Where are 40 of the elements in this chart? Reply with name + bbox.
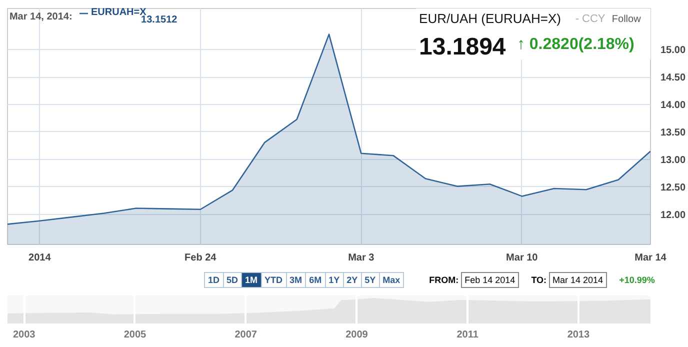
x-tick-label: 2003 (13, 330, 36, 340)
text: 5D (222, 272, 242, 288)
y-tick-label: 14.50 (660, 72, 686, 84)
x-tick-label: Mar 14 (634, 252, 667, 264)
text: 2Y (342, 272, 362, 288)
text: 1M (241, 272, 262, 288)
y-tick-label: 13.50 (660, 127, 686, 138)
x-tick-label: Feb 24 (184, 252, 217, 264)
text: Feb 14 2014 (460, 272, 520, 288)
text: 5Y (360, 272, 380, 288)
text: FROM: (429, 274, 459, 286)
annotation: 13.1512 (141, 14, 178, 26)
y-tick-label: 13.00 (660, 154, 686, 166)
text: 3M (286, 272, 306, 288)
text: Max (378, 272, 404, 288)
y-tick-label: 14.00 (660, 100, 686, 112)
x-tick-label: 2005 (124, 330, 147, 340)
text: Mar 14 2014 (548, 272, 608, 288)
x-tick-label: Mar 10 (506, 252, 538, 264)
text: YTD (260, 272, 287, 288)
x-tick-label: 2009 (346, 330, 368, 340)
x-tick-label: 2014 (28, 252, 52, 264)
y-tick-label: 12.00 (660, 210, 686, 221)
x-tick-label: Mar 3 (348, 252, 375, 264)
annotation: - CCY (575, 13, 606, 26)
annotation: ↑ 0.2820(2.18%) (516, 36, 634, 53)
text: TO: (531, 274, 547, 286)
y-tick-label: 15.00 (660, 45, 686, 56)
annotation: Mar 14, 2014: (9, 11, 72, 22)
x-tick-label: 2007 (234, 330, 258, 340)
text: 1D (204, 272, 224, 288)
annotation: 13.1894 (419, 34, 506, 61)
chart-title: EUR/UAH (EURUAH=X) (419, 11, 561, 26)
y-tick-label: 12.50 (660, 182, 686, 194)
text: +10.99% (619, 274, 655, 286)
text: 6M (305, 272, 326, 288)
x-tick-label: 2011 (456, 330, 479, 340)
annotation: Follow (612, 14, 642, 26)
x-tick-label: 2013 (567, 330, 590, 340)
text: 1Y (324, 272, 344, 288)
